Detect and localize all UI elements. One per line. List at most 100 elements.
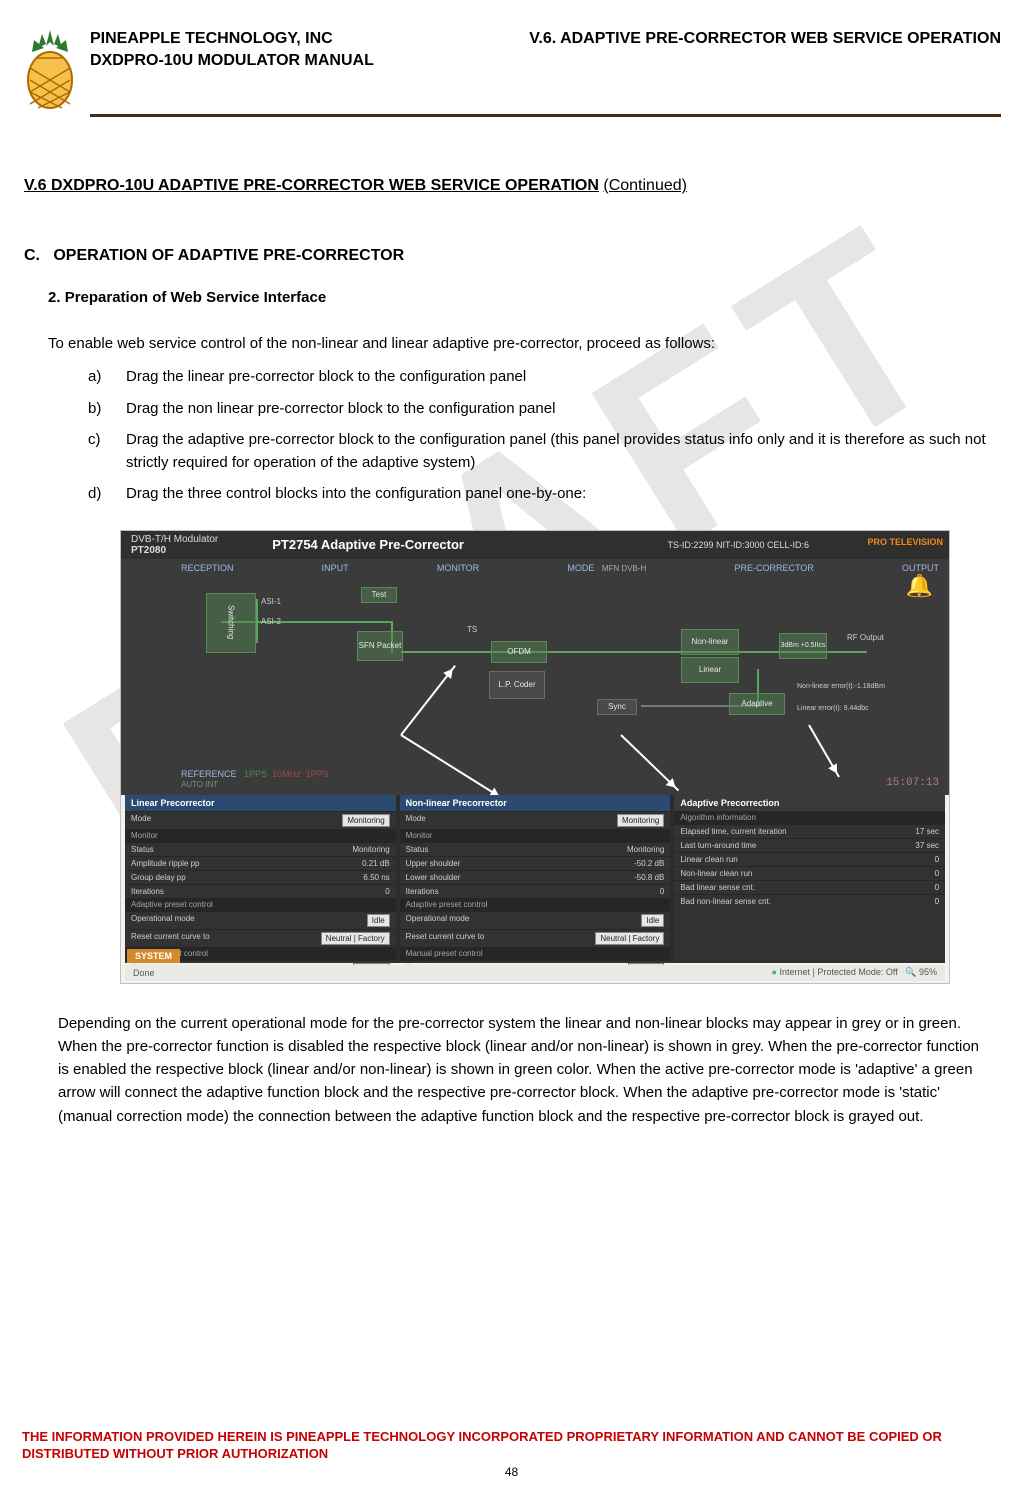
ofdm-block[interactable]: OFDM <box>491 641 547 663</box>
table-row: Iterations0 <box>125 884 396 898</box>
sub-title-text: OPERATION OF ADAPTIVE PRE-CORRECTOR <box>53 247 404 264</box>
alarm-bell-icon[interactable]: 🔔 <box>906 573 933 599</box>
reset-select[interactable]: Neutral | Factory <box>595 932 664 945</box>
switching-block[interactable]: Switching <box>206 593 256 653</box>
browser-statusbar: Done ● Internet | Protected Mode: Off 🔍 … <box>125 965 945 981</box>
step-text: Drag the non linear pre-corrector block … <box>126 397 555 420</box>
flow-line <box>256 599 258 643</box>
mode-row: Mode Monitoring <box>400 811 671 829</box>
subsection: C. OPERATION OF ADAPTIVE PRE-CORRECTOR <box>24 247 999 265</box>
col-precorrector: PRE-CORRECTOR <box>734 563 813 573</box>
section-header: Monitor <box>400 829 671 842</box>
section-title-line: V.6 DXDPRO-10U ADAPTIVE PRE-CORRECTOR WE… <box>24 177 999 195</box>
col-input: INPUT <box>322 563 349 573</box>
header: PINEAPPLE TECHNOLOGY, INC DXDPRO-10U MOD… <box>22 28 1001 112</box>
mode-select[interactable]: Monitoring <box>342 814 389 827</box>
model-label: DVB-T/H Modulator <box>131 534 218 545</box>
table-row: Upper shoulder-50.2 dB <box>400 856 671 870</box>
intro-para: To enable web service control of the non… <box>48 332 999 355</box>
table-row: Last turn-around time37 sec <box>674 838 945 852</box>
opmode-select[interactable]: Idle <box>641 914 664 927</box>
clock: 15:07:13 <box>886 777 939 789</box>
nle-label: Non-linear error(t):-1.18dBm <box>797 683 885 691</box>
linear-panel: Linear Precorrector Mode Monitoring Monit… <box>125 795 396 963</box>
asi1-label: ASI-1 <box>261 597 281 606</box>
list-item: b) Drag the non linear pre-corrector bloc… <box>88 397 999 420</box>
rf-label: RF Output <box>847 633 884 642</box>
table-row: Operational modeIdle <box>400 911 671 929</box>
system-button[interactable]: SYSTEM <box>127 949 180 963</box>
table-row: Linear clean run0 <box>674 852 945 866</box>
zoom-level: 🔍 95% <box>905 967 937 977</box>
table-row: Bad non-linear sense cnt.0 <box>674 894 945 908</box>
flow-area: RECEPTION INPUT MONITOR MODE MFN DVB-H P… <box>121 559 949 795</box>
sdbm-block[interactable]: 3dBm +0.5IIcs <box>779 633 827 659</box>
ref-sub: AUTO INT <box>181 780 218 789</box>
row-label: Mode <box>131 814 151 827</box>
mode-labels: MFN DVB-H <box>602 564 646 573</box>
col-output: OUTPUT <box>902 563 939 573</box>
nonlinear-block[interactable]: Non-linear <box>681 629 739 655</box>
table-row: Iterations0 <box>400 884 671 898</box>
sfn-block[interactable]: SFN Packet <box>357 631 403 661</box>
linear-block[interactable]: Linear <box>681 657 739 683</box>
section-header: Manual preset control <box>400 947 671 960</box>
instruction-list: a)Drag the linear pre-corrector block to… <box>88 365 999 505</box>
panel-header: Non-linear Precorrector <box>400 795 671 811</box>
header-rule <box>90 114 1001 117</box>
lp-block[interactable]: L.P. Coder <box>489 671 545 699</box>
list-item: d)Drag the three control blocks into the… <box>88 482 999 505</box>
step-label: c) <box>88 428 108 475</box>
ts-label: TS <box>467 625 477 634</box>
item-heading: 2. Preparation of Web Service Interface <box>48 289 999 306</box>
reference-row: REFERENCE 1PPS 10MHz 1PPS AUTO INT <box>181 769 329 789</box>
asi2-label: ASI-2 <box>261 617 281 626</box>
sync-block[interactable]: Sync <box>597 699 637 715</box>
app-window: DVB-T/H ModulatorPT2080 PT2754 Adaptive … <box>120 530 950 984</box>
brand-logo: PRO TELEVISION <box>867 537 943 547</box>
nonlinear-panel: Non-linear Precorrector Mode Monitoring M… <box>400 795 671 963</box>
le-label: Linear error(t): 9.44dbc <box>797 705 869 713</box>
table-row: Amplitude ripple pp0.21 dB <box>125 856 396 870</box>
annotation-arrow <box>808 724 840 777</box>
col-monitor: MONITOR <box>437 563 479 573</box>
company-name: PINEAPPLE TECHNOLOGY, INC <box>90 28 374 50</box>
continued-text: (Continued) <box>603 177 687 194</box>
col-reception: RECEPTION <box>181 563 234 573</box>
annotation-arrow <box>400 734 503 799</box>
mode-select[interactable]: Monitoring <box>617 814 664 827</box>
list-item: a)Drag the linear pre-corrector block to… <box>88 365 999 388</box>
annotation-arrow <box>620 734 679 791</box>
adaptive-panel: Adaptive Precorrection Algorithm informa… <box>674 795 945 963</box>
test-block[interactable]: Test <box>361 587 397 603</box>
mode-row: Mode Monitoring <box>125 811 396 829</box>
adaptive-block[interactable]: Adaptive <box>729 693 785 715</box>
step-text: Drag the adaptive pre-corrector block to… <box>126 428 999 475</box>
step-label: b) <box>88 397 108 420</box>
reference-label: REFERENCE <box>181 769 237 779</box>
panel-title: Linear Precorrector <box>131 798 215 808</box>
disclaimer: THE INFORMATION PROVIDED HEREIN IS PINEA… <box>22 1428 1001 1463</box>
reset-select[interactable]: Neutral | Factory <box>321 932 390 945</box>
brand-line1: PRO TELEVISION <box>867 537 943 547</box>
config-panels: Linear Precorrector Mode Monitoring Monit… <box>125 795 945 963</box>
step-text: Drag the three control blocks into the c… <box>126 482 586 505</box>
body-paragraph: Depending on the current operational mod… <box>58 1012 988 1128</box>
content: V.6 DXDPRO-10U ADAPTIVE PRE-CORRECTOR WE… <box>22 177 1001 1128</box>
ref-1pps: 1PPS <box>244 769 267 779</box>
table-row: Bad linear sense cnt.0 <box>674 880 945 894</box>
table-row: StatusMonitoring <box>125 842 396 856</box>
model-number: PT2080 <box>131 545 166 556</box>
table-row: StatusMonitoring <box>400 842 671 856</box>
opmode-select[interactable]: Idle <box>367 914 390 927</box>
panel-header: Adaptive Precorrection <box>674 795 945 811</box>
page-footer: THE INFORMATION PROVIDED HEREIN IS PINEA… <box>22 1428 1001 1479</box>
table-row: Reset current curve toNeutral | Factory <box>125 929 396 947</box>
pineapple-logo-icon <box>22 28 78 112</box>
table-row: Operational modeIdle <box>125 911 396 929</box>
row-label: Mode <box>406 814 426 827</box>
col-mode: MODE <box>567 563 594 573</box>
table-row: Elapsed time, current iteration17 sec <box>674 824 945 838</box>
status-done: Done <box>133 968 155 978</box>
manual-name: DXDPRO-10U MODULATOR MANUAL <box>90 50 374 72</box>
